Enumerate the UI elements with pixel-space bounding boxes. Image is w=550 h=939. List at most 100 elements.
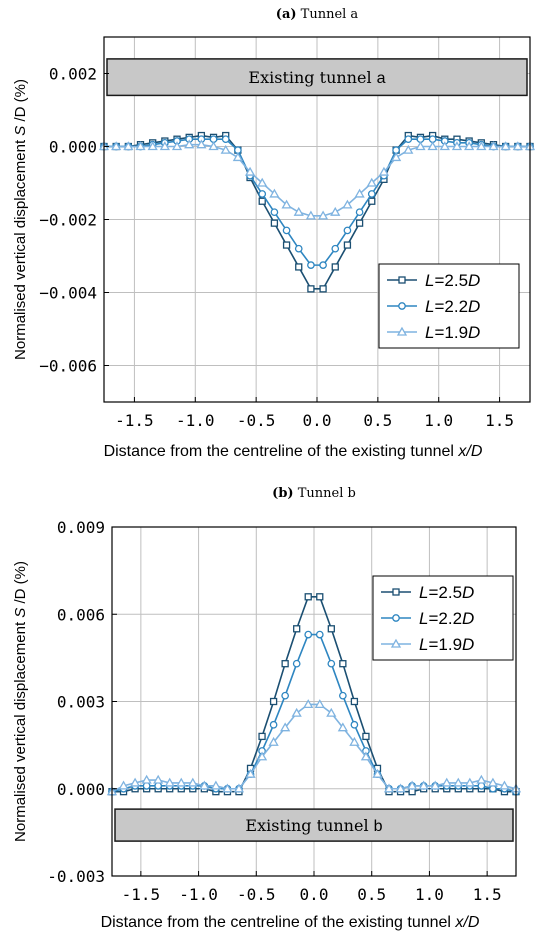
series-triangle [106,699,522,796]
data-point [451,141,463,151]
legend-label-unit: D [468,297,480,316]
y-axis-label-variable: S [12,608,29,618]
data-point [316,593,324,601]
legend-label: L=1.9D [419,635,474,654]
legend-label-value: =2.2 [434,297,468,316]
chart-title-prefix: (b) [272,486,293,501]
legend-label-variable: L [419,609,428,628]
data-point [222,783,233,793]
data-point [187,777,198,787]
data-point [383,783,395,793]
existing-tunnel-box [114,808,514,842]
data-point [342,199,353,209]
data-point [395,783,406,793]
legend-entry: L=2.2D [381,609,474,628]
data-point [258,732,266,741]
y-tick-label: 0.002 [49,65,97,84]
legend-marker [392,588,400,596]
data-point [406,780,418,790]
data-point [233,783,245,793]
legend: L=2.5D L=2.2D L=1.9D [378,263,520,349]
data-point [354,188,365,198]
data-point [256,751,268,761]
x-axis-label-variable: x [457,443,467,460]
data-point [476,774,487,784]
y-axis-label-text: Normalised vertical displacement [12,618,29,842]
legend-marker [390,638,402,648]
data-point [427,141,438,151]
data-point [123,141,134,151]
y-tick-label: −0.004 [39,284,97,303]
y-tick-label: 0.006 [57,605,105,624]
data-point [403,144,414,154]
data-point [282,241,291,249]
data-point [147,141,158,151]
legend-label-unit: D [462,609,474,628]
data-point [366,177,377,187]
data-point [307,285,315,293]
legend-label: L=2.2D [419,609,474,628]
data-point [280,722,291,732]
y-axis-label-text: Normalised vertical displacement [12,136,29,360]
data-point [210,780,222,790]
data-point [220,144,231,154]
existing-tunnel-label: Existing tunnel a [248,68,385,87]
legend-label-unit: D [468,271,480,290]
x-tick-label: 0.5 [357,885,386,904]
data-point [291,707,302,717]
legend-entry: L=2.2D [387,297,480,316]
data-point [269,697,278,706]
chart-title: (a) Tunnel a [276,7,359,22]
legend-label-variable: L [419,583,428,602]
y-tick-label: −0.002 [39,211,97,230]
legend-label-value: =2.5 [428,583,462,602]
chart-title: (b) Tunnel b [272,486,356,501]
data-point [304,630,313,639]
x-tick-label: -1.0 [176,411,215,430]
y-tick-label: 0.009 [57,518,105,537]
data-point [303,699,314,709]
legend-entry: L=2.5D [387,271,480,290]
data-point [464,141,475,151]
data-point [337,722,348,732]
data-point [349,736,360,746]
data-point [404,135,413,144]
data-point [232,152,244,162]
data-point [257,177,268,187]
series-triangle [98,139,536,220]
data-point [164,777,175,787]
existing-tunnel-letter: a [377,70,386,87]
data-point [355,208,364,217]
legend-label-value: =2.5 [434,271,468,290]
x-tick-label: 0.5 [363,411,392,430]
data-point [293,625,301,633]
data-point [326,707,337,717]
panel-a: (a) Tunnel a Existing tunnel a -1.5 -1.0 -0.… [12,7,536,460]
y-axis-label: Normalised vertical displacement S /D (%… [12,79,29,360]
data-point [258,197,266,205]
data-point [118,780,129,790]
data-point [270,208,279,217]
data-point [244,166,256,176]
data-point [355,219,364,227]
data-point [350,697,359,706]
grid [104,37,530,402]
data-point [269,720,278,729]
legend-entry: L=1.9D [381,635,474,654]
data-point [281,691,289,700]
data-point [171,141,183,151]
x-axis-label-variable: x [454,914,464,931]
chart-title-text: Tunnel b [294,486,356,501]
data-point [153,774,164,784]
data-point [315,630,324,639]
data-point [430,780,441,790]
data-point [378,166,390,176]
x-tick-label: 1.5 [485,411,514,430]
legend-entry: L=1.9D [387,323,480,342]
y-tick-label: 0.003 [57,693,105,712]
data-point [319,261,327,269]
data-point [339,691,347,700]
data-point [196,139,207,149]
legend-marker [392,614,400,622]
